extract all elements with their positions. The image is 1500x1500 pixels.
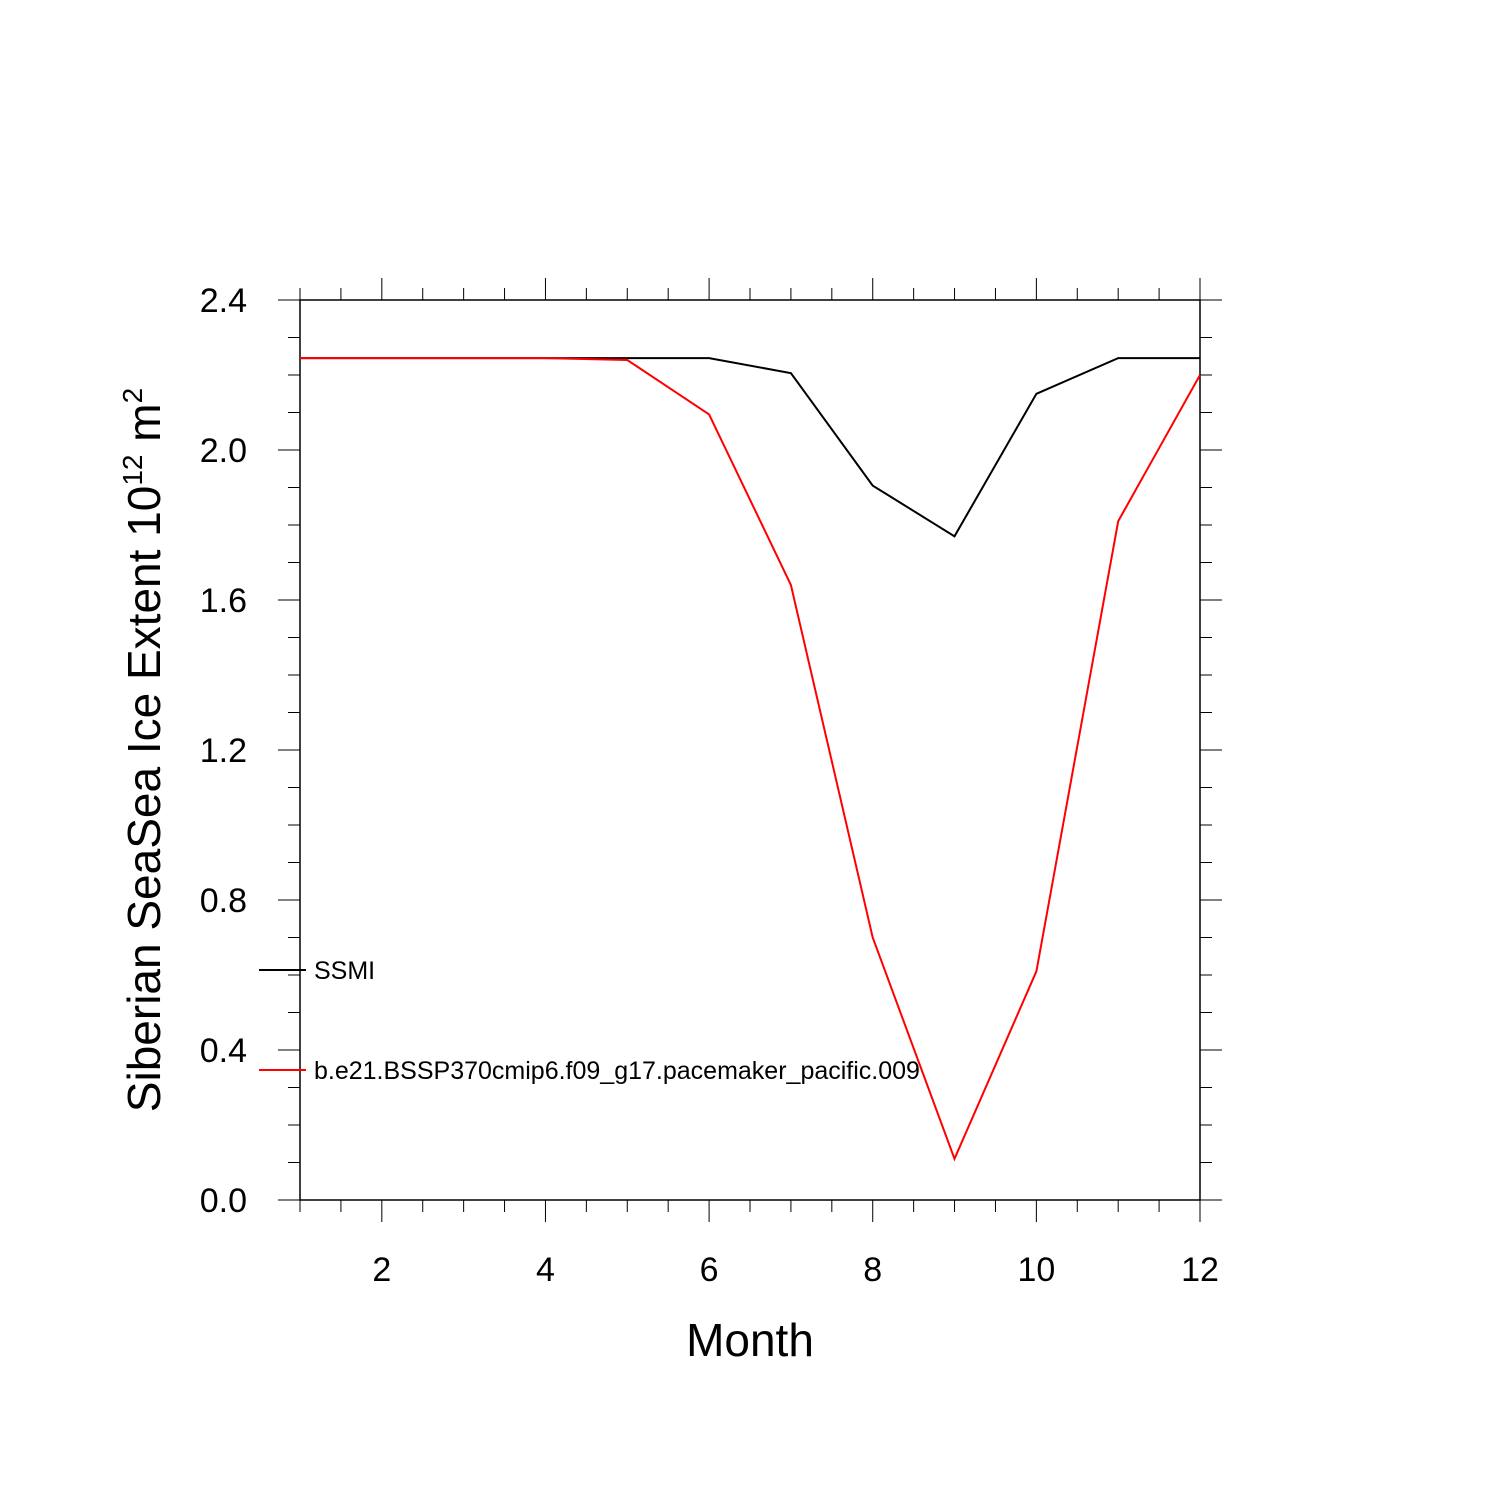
y-axis-label-exp: 12 [117,455,148,486]
y-axis-label-unit-exp: 2 [117,388,148,404]
axis-ticks [278,278,1222,1222]
y-tick-label: 0.0 [200,1182,247,1220]
x-tick-label: 2 [372,1251,391,1289]
y-tick-label: 2.4 [200,282,247,320]
legend-label: SSMI [314,957,375,985]
series-line-1 [300,357,1200,538]
tick-labels: 2 4 6 8 10 12 0.0 0.4 0.8 1.2 1.6 2.0 2.4 [200,282,1219,1289]
y-tick-label: 2.0 [200,432,247,470]
x-tick-label: 4 [536,1251,555,1289]
legend: SSMI b.e21.BSSP370cmip6.f09_g17.pacemaker… [259,957,920,1085]
y-tick-label: 0.8 [200,882,247,920]
y-axis-label: Siberian SeaSea Ice Extent 1012 m2 [117,388,170,1112]
x-tick-label: 8 [863,1251,882,1289]
y-tick-label: 1.2 [200,732,247,770]
x-tick-label: 6 [700,1251,719,1289]
series-lines [300,357,1201,1162]
y-tick-label: 0.4 [200,1032,247,1070]
y-tick-label: 1.6 [200,582,247,620]
legend-label: b.e21.BSSP370cmip6.f09_g17.pacemaker_pac… [314,1057,920,1085]
y-axis-label-unit: m [118,403,170,454]
x-tick-label: 10 [1017,1251,1055,1289]
x-tick-label: 12 [1181,1251,1219,1289]
x-axis-label: Month [686,1314,814,1366]
series-line-2 [300,357,1201,1162]
y-axis-label-main: Siberian SeaSea Ice Extent 10 [118,486,170,1113]
